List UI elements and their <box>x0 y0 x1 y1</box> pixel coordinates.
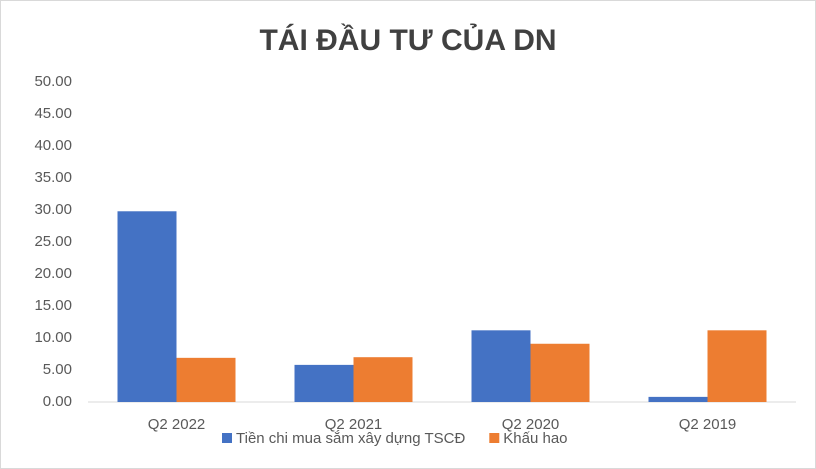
y-tick-label: 0.00 <box>43 393 72 410</box>
legend-label: Khấu hao <box>503 430 567 447</box>
bar <box>471 330 531 402</box>
y-tick-label: 50.00 <box>34 73 72 90</box>
x-tick-label: Q2 2021 <box>325 416 383 433</box>
bar <box>353 357 413 402</box>
x-tick-label: Q2 2020 <box>502 416 560 433</box>
legend-swatch <box>222 433 232 443</box>
y-tick-label: 35.00 <box>34 169 72 186</box>
y-tick-label: 10.00 <box>34 329 72 346</box>
bar <box>176 357 236 402</box>
legend-label: Tiền chi mua sắm xây dựng TSCĐ <box>236 430 465 447</box>
y-tick-label: 25.00 <box>34 233 72 250</box>
x-tick-label: Q2 2022 <box>148 416 206 433</box>
bar <box>707 330 767 402</box>
y-tick-label: 20.00 <box>34 265 72 282</box>
bar <box>648 396 708 402</box>
legend-swatch <box>489 433 500 443</box>
y-tick-label: 30.00 <box>34 201 72 218</box>
chart-title: TÁI ĐẦU TƯ CỦA DN <box>259 23 556 57</box>
bar <box>530 343 590 402</box>
y-tick-label: 40.00 <box>34 137 72 154</box>
y-tick-label: 5.00 <box>43 361 72 378</box>
bar <box>117 211 177 402</box>
y-tick-label: 15.00 <box>34 297 72 314</box>
bar <box>294 364 354 402</box>
x-tick-label: Q2 2019 <box>679 416 737 433</box>
y-tick-label: 45.00 <box>34 105 72 122</box>
